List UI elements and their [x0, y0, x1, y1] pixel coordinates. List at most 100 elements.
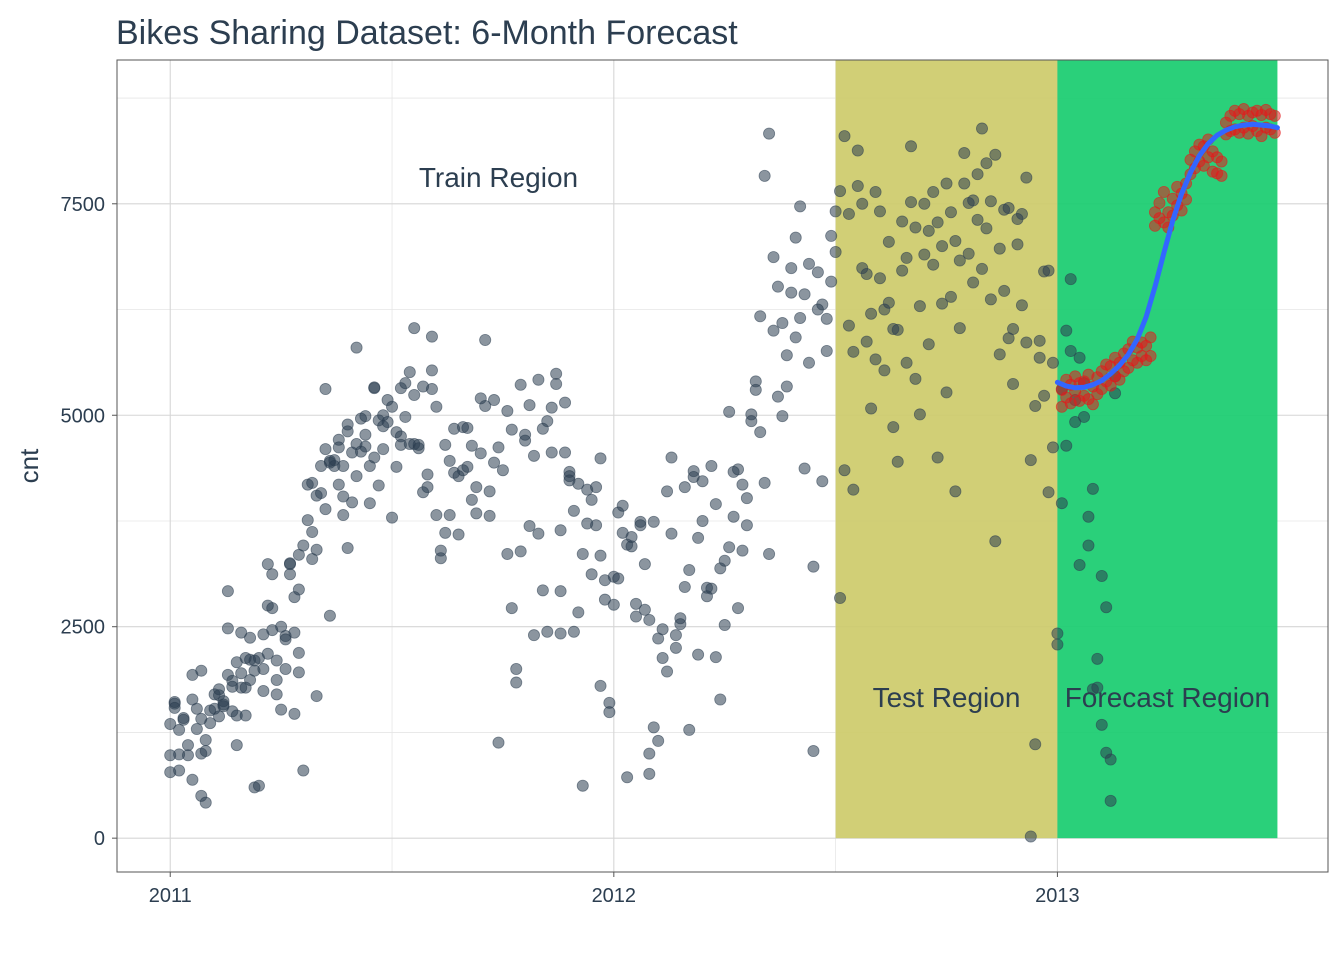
observed-point	[825, 229, 838, 242]
observed-point	[505, 602, 518, 615]
observed-point	[913, 300, 926, 313]
observed-point	[1095, 718, 1108, 731]
observed-point	[834, 185, 847, 198]
observed-point	[501, 405, 514, 418]
observed-point	[559, 396, 572, 409]
observed-point	[341, 418, 354, 431]
smooth-line-layer	[1054, 121, 1280, 391]
observed-point	[740, 519, 753, 532]
observed-point	[399, 410, 412, 423]
observed-point	[1051, 638, 1064, 651]
observed-point	[510, 663, 523, 676]
panel-border	[116, 59, 1329, 873]
observed-point	[288, 707, 301, 720]
observed-point	[776, 410, 789, 423]
y-tick-label: 7500	[61, 194, 106, 216]
observed-point	[696, 475, 709, 488]
observed-point	[1091, 652, 1104, 665]
observed-point	[470, 507, 483, 520]
observed-point	[474, 447, 487, 460]
observed-point	[386, 511, 399, 524]
observed-point	[590, 481, 603, 494]
observed-point	[337, 490, 350, 503]
observed-point	[310, 690, 323, 703]
observed-point	[980, 157, 993, 170]
observed-point	[1055, 497, 1068, 510]
observed-point	[718, 554, 731, 567]
observed-point	[630, 597, 643, 610]
observed-point	[213, 683, 226, 696]
observed-point	[341, 542, 354, 555]
observed-point	[492, 441, 505, 454]
observed-point	[785, 262, 798, 275]
observed-point	[638, 603, 651, 616]
observed-point	[576, 779, 589, 792]
observed-point	[337, 509, 350, 522]
observed-point	[647, 515, 660, 528]
observed-point	[940, 177, 953, 190]
observed-point	[754, 310, 767, 323]
observed-point	[239, 709, 252, 722]
observed-point	[709, 498, 722, 511]
observed-point	[310, 543, 323, 556]
observed-point	[798, 462, 811, 475]
observed-point	[190, 723, 203, 736]
observed-point	[563, 470, 576, 483]
y-tick-label: 2500	[61, 617, 106, 639]
observed-point	[621, 771, 634, 784]
observed-point	[434, 552, 447, 565]
observed-point	[554, 585, 567, 598]
observed-point	[550, 367, 563, 380]
observed-point	[873, 272, 886, 285]
region-label-layer: Train Region Test Region Forecast Region	[419, 162, 1270, 713]
x-tick-label: 2011	[149, 885, 192, 907]
observed-point	[199, 745, 212, 758]
observed-point	[643, 767, 656, 780]
observed-point	[825, 275, 838, 288]
observed-point	[643, 613, 656, 626]
observed-point	[1046, 441, 1059, 454]
smooth-forecast-line	[1054, 121, 1280, 391]
observed-point	[873, 205, 886, 218]
observed-point	[270, 688, 283, 701]
observed-point	[550, 377, 563, 390]
observed-point	[816, 298, 829, 311]
observed-point	[567, 504, 580, 517]
observed-point	[851, 180, 864, 193]
observed-point	[842, 319, 855, 332]
observed-point	[767, 324, 780, 337]
observed-point	[740, 492, 753, 505]
observed-point	[643, 747, 656, 760]
observed-point	[913, 408, 926, 421]
observed-point	[900, 356, 913, 369]
observed-point	[572, 477, 585, 490]
observed-point	[173, 764, 186, 777]
observed-point	[732, 602, 745, 615]
observed-point	[936, 297, 949, 310]
observed-point	[283, 557, 296, 570]
y-tick-label: 5000	[61, 405, 106, 427]
observed-point	[270, 673, 283, 686]
observed-point	[541, 415, 554, 428]
observed-point	[763, 547, 776, 560]
observed-point	[1086, 482, 1099, 495]
observed-point	[1015, 299, 1028, 312]
observed-point	[465, 493, 478, 506]
observed-point	[967, 276, 980, 289]
observed-point	[559, 446, 572, 459]
observed-point	[1015, 207, 1028, 220]
region-label-train-region: Train Region	[419, 162, 578, 193]
observed-point	[359, 428, 372, 441]
observed-point	[541, 625, 554, 638]
observed-point	[532, 527, 545, 540]
observed-point	[616, 499, 629, 512]
observed-point	[918, 248, 931, 261]
observed-point	[665, 527, 678, 540]
observed-point	[399, 377, 412, 390]
observed-point	[319, 443, 332, 456]
observed-point	[820, 344, 833, 357]
observed-point	[705, 459, 718, 472]
observed-point	[909, 221, 922, 234]
observed-point	[421, 481, 434, 494]
observed-point	[359, 410, 372, 423]
